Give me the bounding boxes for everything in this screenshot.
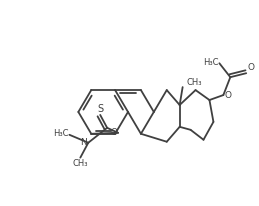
Text: H₃C: H₃C (203, 58, 218, 67)
Text: N: N (81, 138, 87, 147)
Text: O: O (110, 128, 117, 137)
Text: CH₃: CH₃ (73, 159, 88, 168)
Text: O: O (247, 63, 254, 72)
Text: O: O (224, 91, 231, 99)
Text: H₃C: H₃C (53, 129, 68, 138)
Text: CH₃: CH₃ (187, 78, 202, 87)
Text: S: S (97, 104, 103, 114)
